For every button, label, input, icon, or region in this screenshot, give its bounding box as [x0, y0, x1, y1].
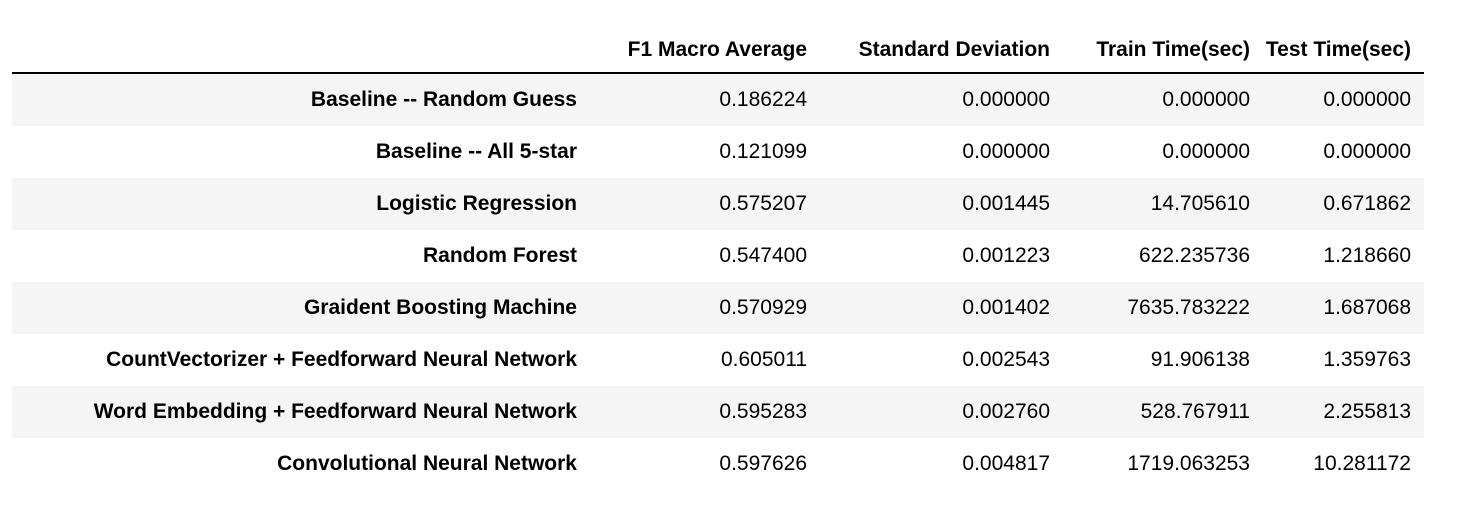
row-label: Baseline -- All 5-star [375, 140, 577, 163]
cell-train-time: 7635.783222 [1127, 296, 1250, 319]
cell-std: 0.001223 [962, 244, 1050, 267]
table-body: Baseline -- Random Guess 0.186224 0.0000… [12, 73, 1424, 490]
cell-test-time: 0.671862 [1323, 192, 1411, 215]
cell-test-time: 1.359763 [1323, 348, 1411, 371]
cell-std: 0.000000 [962, 140, 1050, 163]
cell-test-time: 0.000000 [1323, 88, 1411, 111]
row-label: Random Forest [422, 244, 577, 267]
cell-train-time: 0.000000 [1162, 140, 1250, 163]
results-table-container: F1 Macro Average Standard Deviation Trai… [12, 28, 1424, 490]
row-label: Word Embedding + Feedforward Neural Netw… [93, 400, 577, 423]
cell-std: 0.001445 [962, 192, 1050, 215]
row-label: Convolutional Neural Network [277, 452, 577, 475]
table-row: Logistic Regression 0.575207 0.001445 14… [12, 178, 1424, 230]
table-row: CountVectorizer + Feedforward Neural Net… [12, 334, 1424, 386]
cell-train-time: 91.906138 [1150, 348, 1250, 371]
header-standard-deviation: Standard Deviation [820, 28, 1063, 74]
table-row: Random Forest 0.547400 0.001223 622.2357… [12, 230, 1424, 282]
cell-test-time: 0.000000 [1323, 140, 1411, 163]
cell-std: 0.001402 [962, 296, 1050, 319]
cell-test-time: 2.255813 [1323, 400, 1411, 423]
header-row: F1 Macro Average Standard Deviation Trai… [12, 28, 1424, 74]
cell-test-time: 1.687068 [1323, 296, 1411, 319]
table-row: Graident Boosting Machine 0.570929 0.001… [12, 282, 1424, 334]
cell-test-time: 1.218660 [1323, 244, 1411, 267]
cell-train-time: 622.235736 [1139, 244, 1250, 267]
cell-test-time: 10.281172 [1313, 452, 1411, 475]
table-row: Baseline -- Random Guess 0.186224 0.0000… [12, 73, 1424, 126]
header-index [12, 28, 590, 74]
cell-std: 0.002543 [962, 348, 1050, 371]
cell-f1: 0.547400 [719, 244, 807, 267]
cell-f1: 0.597626 [719, 452, 807, 475]
header-test-time: Test Time(sec) [1263, 28, 1424, 74]
cell-train-time: 14.705610 [1150, 192, 1250, 215]
cell-train-time: 528.767911 [1140, 400, 1250, 423]
model-results-table: F1 Macro Average Standard Deviation Trai… [12, 28, 1424, 490]
row-label: CountVectorizer + Feedforward Neural Net… [106, 348, 577, 371]
cell-f1: 0.570929 [719, 296, 807, 319]
cell-std: 0.004817 [962, 452, 1050, 475]
header-train-time: Train Time(sec) [1063, 28, 1263, 74]
header-f1-macro-average: F1 Macro Average [590, 28, 820, 74]
table-row: Baseline -- All 5-star 0.121099 0.000000… [12, 126, 1424, 178]
cell-f1: 0.121099 [719, 140, 807, 163]
cell-std: 0.002760 [962, 400, 1050, 423]
table-row: Convolutional Neural Network 0.597626 0.… [12, 438, 1424, 490]
cell-f1: 0.605011 [720, 348, 807, 371]
table-header: F1 Macro Average Standard Deviation Trai… [12, 28, 1424, 74]
cell-std: 0.000000 [962, 88, 1050, 111]
cell-f1: 0.595283 [719, 400, 807, 423]
cell-train-time: 1719.063253 [1127, 452, 1250, 475]
row-label: Baseline -- Random Guess [310, 88, 577, 111]
table-row: Word Embedding + Feedforward Neural Netw… [12, 386, 1424, 438]
row-label: Logistic Regression [376, 192, 577, 215]
cell-f1: 0.575207 [719, 192, 807, 215]
cell-f1: 0.186224 [719, 88, 807, 111]
cell-train-time: 0.000000 [1162, 88, 1250, 111]
row-label: Graident Boosting Machine [303, 296, 577, 319]
